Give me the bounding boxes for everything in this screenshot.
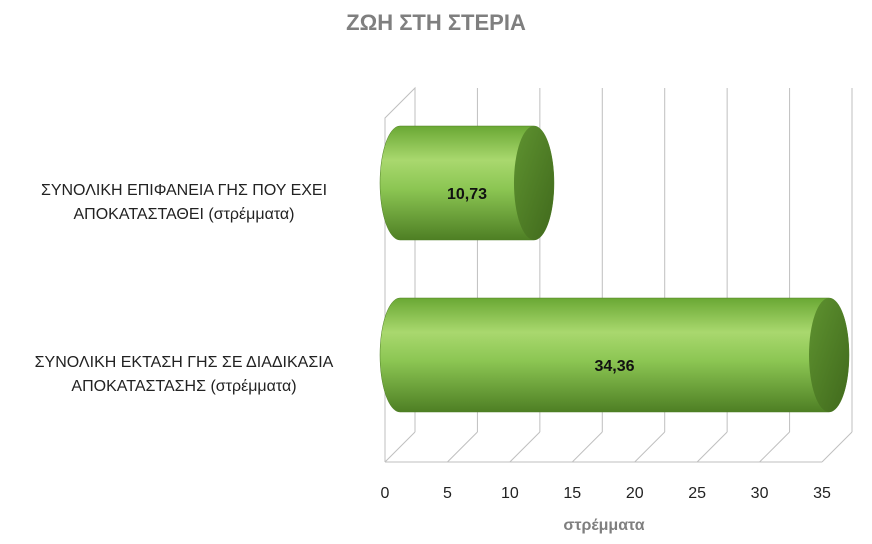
- floor-grid-line: [509, 431, 541, 463]
- value-label: 34,36: [594, 358, 634, 375]
- x-axis-label: στρέμματα: [563, 517, 644, 534]
- bar-cap: [809, 298, 850, 412]
- floor-grid-line: [759, 431, 790, 463]
- x-tick-label: 35: [813, 485, 831, 502]
- value-label: 10,73: [447, 186, 487, 203]
- x-tick-label: 5: [443, 485, 452, 502]
- x-tick-label: 25: [688, 485, 706, 502]
- floor-grid-line: [571, 431, 603, 463]
- floor-grid-line: [821, 431, 853, 463]
- bar-cap: [513, 126, 554, 240]
- chart-title: ΖΩΗ ΣΤΗ ΣΤΕΡΙΑ: [346, 10, 526, 35]
- floor-grid-line: [447, 431, 478, 463]
- x-tick-label: 30: [751, 485, 769, 502]
- y-tick-label: ΣΥΝΟΛΙΚΗ ΕΠΙΦΑΝΕΙΑ ΓΗΣ ΠΟΥ ΕΧΕΙ ΑΠΟΚΑΤΑΣ…: [40, 182, 328, 223]
- x-tick-label: 15: [563, 485, 581, 502]
- x-tick-label: 0: [381, 485, 390, 502]
- floor-grid-line: [384, 431, 416, 463]
- floor-grid-line: [696, 431, 728, 463]
- bar: [379, 297, 850, 413]
- floor-grid-line: [634, 431, 666, 463]
- x-tick-label: 10: [501, 485, 519, 502]
- x-tick-label: 20: [626, 485, 644, 502]
- y-tick-label: ΣΥΝΟΛΙΚΗ ΕΚΤΑΣΗ ΓΗΣ ΣΕ ΔΙΑΔΙΚΑΣΙΑ ΑΠΟΚΑΤ…: [34, 354, 334, 395]
